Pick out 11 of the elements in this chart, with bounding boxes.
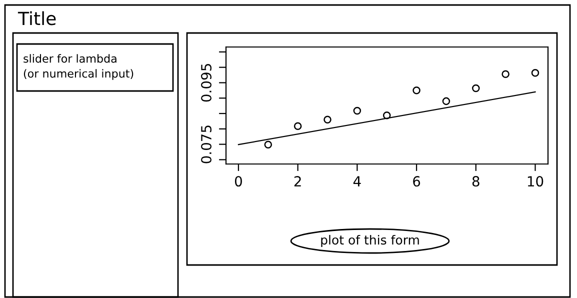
x-tick-label: 10 (528, 176, 544, 187)
x-tick-label: 0 (234, 176, 242, 187)
text: plot of this form (321, 234, 419, 248)
text: slider for lambda (or numerical input) (24, 54, 134, 80)
x-tick-label: 8 (472, 176, 480, 187)
y-tick-label: 0.075 (201, 126, 212, 164)
x-tick-label: 4 (353, 176, 361, 186)
y-tick-label: 0.095 (201, 64, 212, 102)
x-tick-label: 2 (294, 176, 301, 186)
text: Title (18, 11, 56, 26)
x-tick-label: 6 (413, 176, 420, 187)
